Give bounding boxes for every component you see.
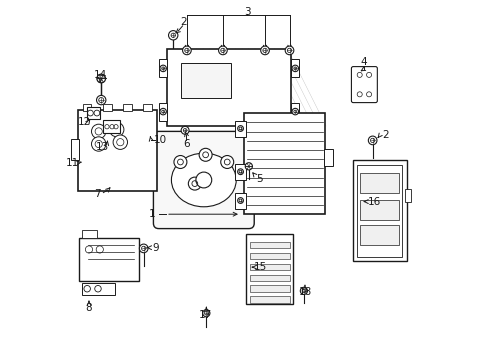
Text: 4: 4 [360, 57, 366, 67]
Text: 8: 8 [85, 303, 92, 313]
Bar [356, 165, 401, 257]
Bar [103, 120, 120, 133]
Text: 11: 11 [66, 158, 79, 168]
Bar [323, 149, 332, 166]
Circle shape [109, 122, 123, 137]
Circle shape [203, 310, 209, 317]
Text: 16: 16 [366, 197, 380, 207]
Circle shape [181, 126, 189, 134]
Circle shape [160, 65, 166, 72]
Bar [352, 160, 406, 261]
Circle shape [174, 156, 186, 168]
Bar [167, 49, 291, 126]
Bar [249, 296, 289, 303]
Bar [81, 283, 115, 295]
Bar [404, 189, 410, 202]
Text: 6: 6 [183, 139, 189, 149]
Circle shape [220, 156, 233, 168]
Circle shape [237, 126, 243, 131]
Circle shape [160, 108, 166, 115]
Text: 2: 2 [180, 17, 186, 27]
Text: 15: 15 [254, 262, 267, 272]
Bar [249, 264, 289, 270]
Text: 1: 1 [149, 209, 155, 219]
FancyBboxPatch shape [153, 131, 254, 229]
Bar [359, 173, 399, 193]
Circle shape [237, 198, 243, 203]
Bar [249, 242, 289, 248]
Bar [71, 139, 79, 160]
Bar [235, 121, 245, 137]
Circle shape [260, 46, 269, 55]
Circle shape [196, 172, 211, 188]
Bar [103, 104, 111, 111]
Text: 10: 10 [153, 135, 166, 145]
Bar [181, 63, 231, 98]
Bar [79, 238, 139, 281]
Bar [359, 225, 399, 245]
Circle shape [291, 108, 298, 115]
Circle shape [139, 244, 148, 253]
Bar [359, 200, 399, 220]
Circle shape [237, 169, 243, 175]
Bar [78, 110, 156, 191]
Text: 14: 14 [94, 70, 107, 80]
Text: 9: 9 [152, 243, 158, 253]
Bar [249, 253, 289, 259]
Text: 2: 2 [382, 130, 388, 140]
Circle shape [291, 65, 298, 72]
Circle shape [91, 137, 106, 151]
Bar [123, 104, 132, 111]
Circle shape [113, 135, 127, 149]
Circle shape [285, 46, 293, 55]
Text: 17: 17 [199, 310, 212, 320]
Circle shape [168, 31, 178, 40]
Text: 7: 7 [94, 189, 101, 199]
Circle shape [188, 177, 201, 190]
FancyBboxPatch shape [351, 67, 377, 103]
Ellipse shape [171, 153, 236, 207]
Text: 3: 3 [244, 6, 250, 17]
Bar [82, 104, 91, 111]
Bar [159, 103, 167, 121]
Circle shape [367, 136, 376, 145]
Text: 18: 18 [298, 287, 311, 297]
Circle shape [199, 148, 212, 161]
Circle shape [96, 95, 106, 105]
Circle shape [244, 163, 252, 170]
Circle shape [182, 46, 191, 55]
Bar [249, 275, 289, 281]
Bar [143, 104, 152, 111]
Bar [244, 113, 325, 214]
Text: 13: 13 [96, 142, 109, 152]
Bar [159, 59, 167, 77]
Bar [291, 103, 299, 121]
Bar [291, 59, 299, 77]
Circle shape [300, 287, 307, 294]
Bar [246, 234, 292, 304]
Bar [235, 164, 245, 180]
Text: 12: 12 [78, 117, 91, 127]
Circle shape [91, 124, 106, 139]
Bar [82, 230, 97, 238]
Bar [235, 193, 245, 209]
Circle shape [97, 74, 105, 83]
Text: 5: 5 [256, 174, 263, 184]
Circle shape [218, 46, 227, 55]
Bar [249, 285, 289, 292]
Bar [87, 107, 101, 119]
